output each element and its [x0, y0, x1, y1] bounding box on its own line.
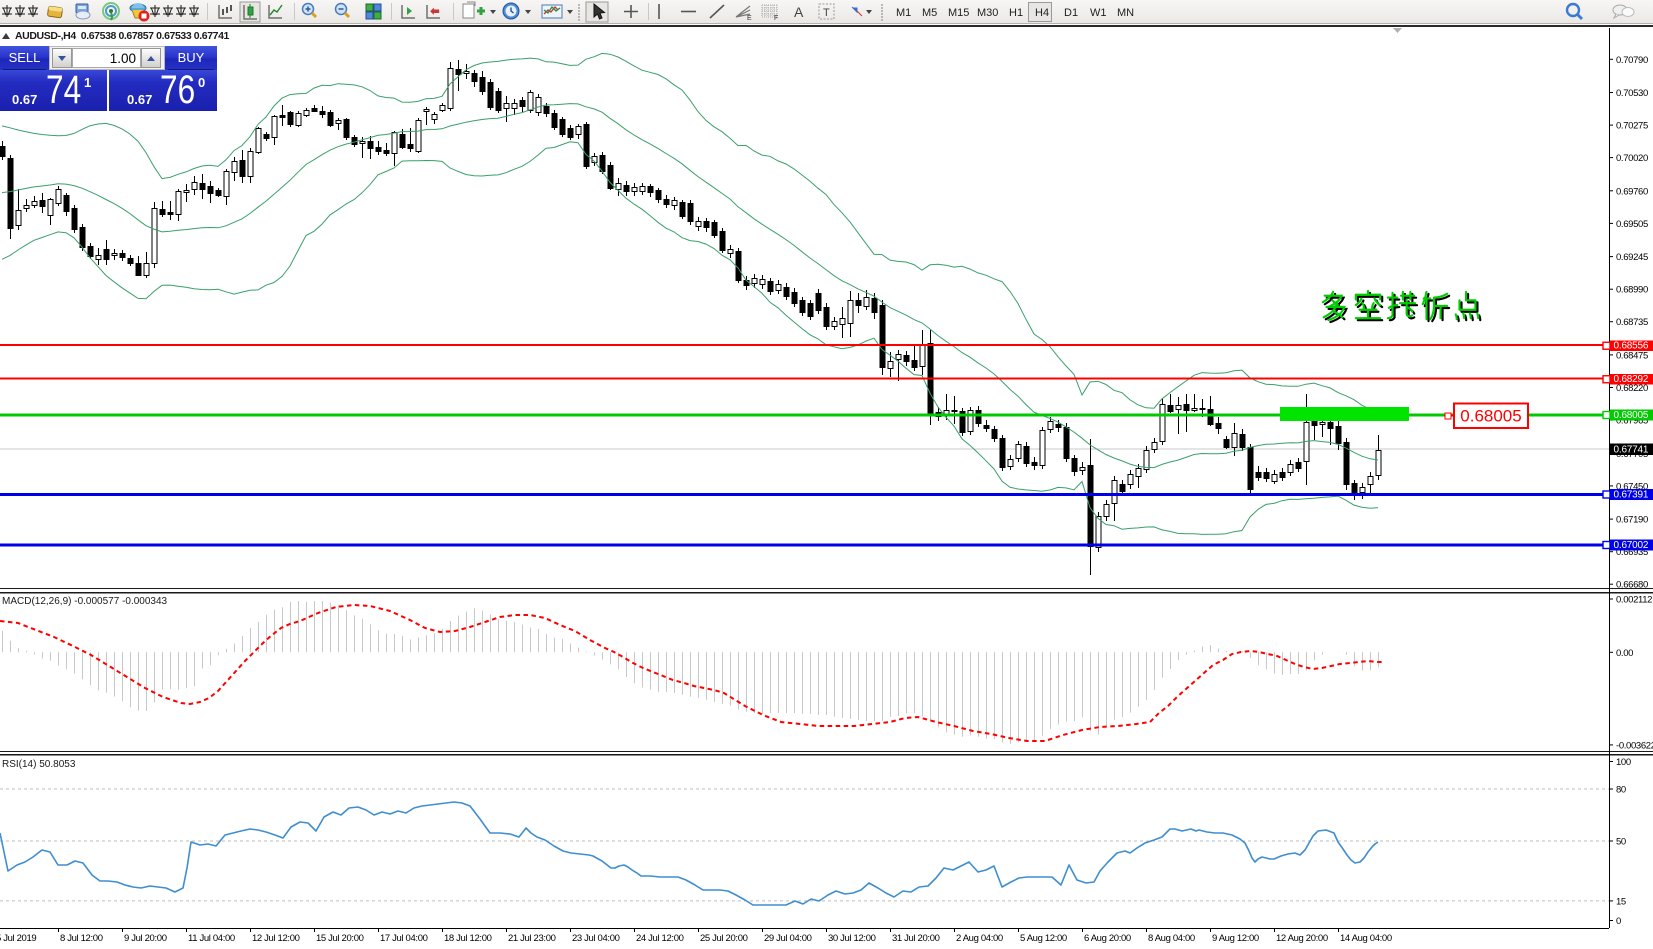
svg-text:0.67190: 0.67190 — [1616, 515, 1648, 526]
svg-text:0.69505: 0.69505 — [1616, 219, 1648, 230]
svg-text:D1: D1 — [1064, 7, 1078, 19]
svg-text:6 Aug 20:00: 6 Aug 20:00 — [1084, 933, 1131, 944]
svg-text:RSI(14) 50.8053: RSI(14) 50.8053 — [2, 759, 76, 770]
svg-text:8 Aug 04:00: 8 Aug 04:00 — [1148, 933, 1195, 944]
svg-text:8 Jul 12:00: 8 Jul 12:00 — [60, 933, 103, 944]
svg-text:0.67965: 0.67965 — [1616, 416, 1648, 427]
svg-text:0.68735: 0.68735 — [1616, 317, 1648, 328]
svg-text:M15: M15 — [948, 7, 969, 19]
svg-text:H1: H1 — [1009, 7, 1023, 19]
svg-text:0.66935: 0.66935 — [1616, 547, 1648, 558]
svg-text:0.00: 0.00 — [1616, 648, 1633, 659]
svg-text:0.67450: 0.67450 — [1616, 481, 1648, 492]
svg-text:0.67741: 0.67741 — [1614, 445, 1649, 456]
svg-text:0.68556: 0.68556 — [1614, 341, 1649, 352]
svg-text:80: 80 — [1616, 785, 1626, 796]
svg-text:9 Aug 12:00: 9 Aug 12:00 — [1212, 933, 1259, 944]
svg-text:50: 50 — [1616, 837, 1626, 848]
svg-text:23 Jul 04:00: 23 Jul 04:00 — [572, 933, 620, 944]
svg-text:0.68005: 0.68005 — [1460, 407, 1521, 426]
svg-text:0.69245: 0.69245 — [1616, 252, 1648, 263]
svg-text:15 Jul 20:00: 15 Jul 20:00 — [316, 933, 364, 944]
svg-text:2 Aug 04:00: 2 Aug 04:00 — [956, 933, 1003, 944]
svg-text:F: F — [774, 15, 778, 22]
svg-text:A: A — [794, 4, 804, 20]
svg-text:M30: M30 — [977, 7, 998, 19]
svg-text:30 Jul 12:00: 30 Jul 12:00 — [828, 933, 876, 944]
svg-text:0.66680: 0.66680 — [1616, 580, 1648, 591]
svg-text:29 Jul 04:00: 29 Jul 04:00 — [764, 933, 812, 944]
svg-text:5 Jul 2019: 5 Jul 2019 — [0, 933, 36, 944]
svg-text:0.70275: 0.70275 — [1616, 121, 1648, 132]
svg-text:11 Jul 04:00: 11 Jul 04:00 — [188, 933, 235, 944]
svg-text:9 Jul 20:00: 9 Jul 20:00 — [124, 933, 167, 944]
svg-text:0.002112: 0.002112 — [1616, 595, 1652, 606]
svg-text:24 Jul 12:00: 24 Jul 12:00 — [636, 933, 684, 944]
svg-text:0.68220: 0.68220 — [1616, 383, 1648, 394]
svg-text:15: 15 — [1616, 896, 1626, 907]
svg-text:31 Jul 20:00: 31 Jul 20:00 — [892, 933, 940, 944]
svg-text:0.68005: 0.68005 — [1614, 410, 1649, 421]
svg-text:12 Jul 12:00: 12 Jul 12:00 — [252, 933, 300, 944]
svg-text:0.70530: 0.70530 — [1616, 88, 1648, 99]
svg-text:21 Jul 23:00: 21 Jul 23:00 — [508, 933, 556, 944]
svg-text:M5: M5 — [922, 7, 937, 19]
svg-text:0.70020: 0.70020 — [1616, 153, 1648, 164]
svg-text:H4: H4 — [1035, 7, 1049, 19]
svg-text:0.68475: 0.68475 — [1616, 350, 1648, 361]
svg-text:E: E — [747, 15, 752, 22]
svg-text:0: 0 — [1616, 916, 1621, 927]
svg-text:100: 100 — [1616, 757, 1631, 768]
svg-text:-0.003622: -0.003622 — [1616, 740, 1653, 751]
svg-text:25 Jul 20:00: 25 Jul 20:00 — [700, 933, 748, 944]
svg-text:0.70790: 0.70790 — [1616, 55, 1648, 66]
svg-text:M1: M1 — [896, 7, 911, 19]
svg-text:0.68292: 0.68292 — [1614, 374, 1649, 385]
svg-text:MACD(12,26,9) -0.000577 -0.000: MACD(12,26,9) -0.000577 -0.000343 — [2, 596, 168, 607]
svg-text:MN: MN — [1117, 7, 1134, 19]
svg-text:14 Aug 04:00: 14 Aug 04:00 — [1340, 933, 1392, 944]
svg-text:W1: W1 — [1090, 7, 1107, 19]
svg-text:17 Jul 04:00: 17 Jul 04:00 — [380, 933, 428, 944]
svg-text:5 Aug 12:00: 5 Aug 12:00 — [1020, 933, 1067, 944]
svg-text:0.69760: 0.69760 — [1616, 186, 1648, 197]
svg-text:12 Aug 20:00: 12 Aug 20:00 — [1276, 933, 1328, 944]
svg-text:0.67002: 0.67002 — [1614, 540, 1649, 551]
svg-text:T: T — [823, 7, 830, 19]
svg-text:18 Jul 12:00: 18 Jul 12:00 — [444, 933, 492, 944]
svg-text:0.68990: 0.68990 — [1616, 285, 1648, 296]
svg-text:0.67391: 0.67391 — [1614, 490, 1649, 501]
